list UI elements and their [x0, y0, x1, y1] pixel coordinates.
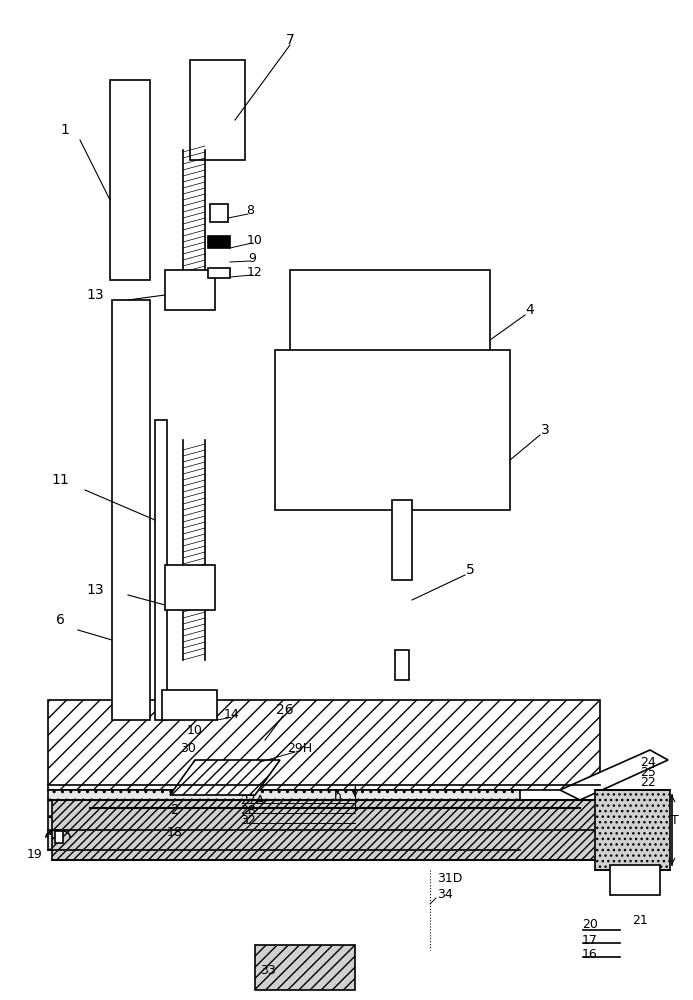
Text: 32: 32: [240, 814, 256, 826]
Bar: [210, 204, 228, 222]
Bar: [48, 790, 520, 850]
Polygon shape: [170, 760, 280, 795]
Polygon shape: [560, 750, 668, 800]
Bar: [595, 790, 670, 870]
Text: 16: 16: [582, 948, 598, 962]
Text: 3: 3: [541, 423, 550, 437]
Text: 31D: 31D: [437, 871, 462, 884]
Text: 21: 21: [632, 914, 648, 926]
Text: 8: 8: [246, 204, 254, 217]
Text: 26: 26: [277, 703, 294, 717]
Text: 14: 14: [224, 708, 240, 722]
Bar: [255, 945, 355, 990]
Bar: [112, 300, 150, 720]
Text: 10: 10: [187, 724, 203, 736]
Bar: [110, 80, 150, 280]
Text: 9: 9: [248, 251, 256, 264]
Text: 20: 20: [582, 918, 598, 932]
Text: 5: 5: [466, 563, 475, 577]
Text: 11: 11: [51, 473, 69, 487]
Text: 17: 17: [582, 934, 598, 946]
Text: 7: 7: [286, 33, 295, 47]
Text: 4: 4: [525, 303, 534, 317]
Text: 13: 13: [86, 583, 104, 597]
Bar: [165, 565, 215, 610]
Text: 25: 25: [640, 766, 656, 780]
Bar: [392, 500, 412, 580]
Text: 1: 1: [60, 123, 69, 137]
Bar: [208, 236, 230, 248]
Bar: [610, 865, 660, 895]
Text: 12: 12: [247, 266, 263, 279]
Text: 28: 28: [240, 804, 256, 816]
Text: 30: 30: [180, 742, 196, 754]
Bar: [55, 831, 63, 843]
Bar: [395, 650, 409, 680]
Text: 34: 34: [437, 888, 453, 902]
Text: 2: 2: [170, 803, 179, 817]
Text: 22: 22: [640, 776, 656, 790]
Bar: [48, 700, 600, 790]
Text: 33: 33: [260, 964, 276, 976]
Bar: [52, 800, 612, 860]
Bar: [290, 270, 490, 390]
Text: 6: 6: [55, 613, 64, 627]
Text: 29H: 29H: [288, 742, 313, 754]
Bar: [165, 270, 215, 310]
Text: 27A: 27A: [240, 794, 264, 806]
Text: T: T: [671, 814, 679, 826]
Bar: [162, 690, 217, 720]
Text: h: h: [334, 790, 342, 802]
Text: 10: 10: [247, 233, 263, 246]
Text: 13: 13: [86, 288, 104, 302]
Text: 24: 24: [640, 756, 656, 768]
Bar: [190, 60, 245, 160]
Bar: [208, 268, 230, 278]
Polygon shape: [395, 710, 409, 730]
Bar: [275, 350, 510, 510]
Bar: [155, 420, 167, 720]
Text: 19: 19: [27, 848, 43, 861]
Text: 18: 18: [167, 826, 183, 838]
